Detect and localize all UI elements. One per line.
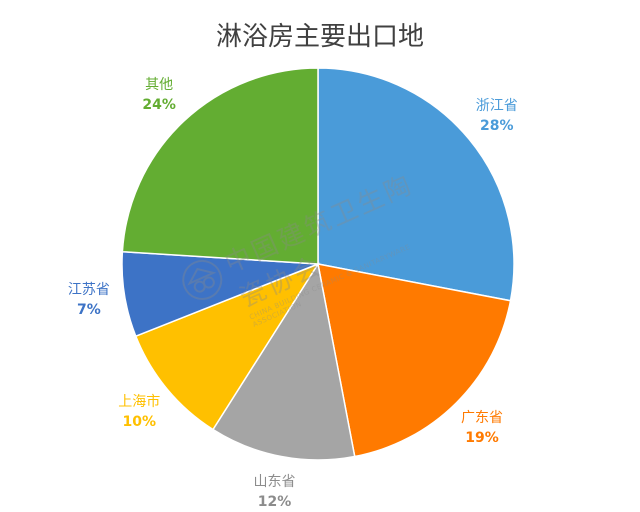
pie-label-3: 上海市 10%: [118, 392, 160, 432]
pie-label-name: 山东省: [253, 473, 296, 490]
pie-label-percent: 19%: [465, 430, 499, 447]
pie-label-percent: 7%: [76, 302, 101, 319]
pie-label-name: 上海市: [118, 393, 161, 410]
pie-label-percent: 28%: [479, 118, 514, 135]
pie-label-0: 浙江省 28%: [476, 96, 518, 136]
pie-label-1: 广东省 19%: [461, 408, 503, 448]
pie-label-percent: 24%: [142, 96, 176, 113]
pie-label-percent: 12%: [257, 493, 292, 510]
pie-label-2: 山东省 12%: [254, 472, 296, 512]
pie-slice-0: [317, 67, 515, 302]
pie-label-name: 广东省: [461, 410, 504, 427]
chart-title: 淋浴房主要出口地: [215, 22, 424, 52]
pie-label-name: 其他: [145, 76, 174, 93]
pie-label-percent: 10%: [122, 413, 156, 430]
pie-label-name: 江苏省: [67, 282, 110, 299]
pie-slice-5: [121, 67, 319, 265]
pie-chart: [121, 67, 515, 461]
pie-slice-2: [211, 261, 356, 461]
pie-slice-3: [134, 262, 320, 431]
pie-label-name: 浙江省: [475, 98, 518, 115]
pie-label-5: 其他 24%: [142, 75, 176, 115]
pie-label-4: 江苏省 7%: [68, 280, 110, 320]
pie-slice-1: [317, 263, 512, 458]
